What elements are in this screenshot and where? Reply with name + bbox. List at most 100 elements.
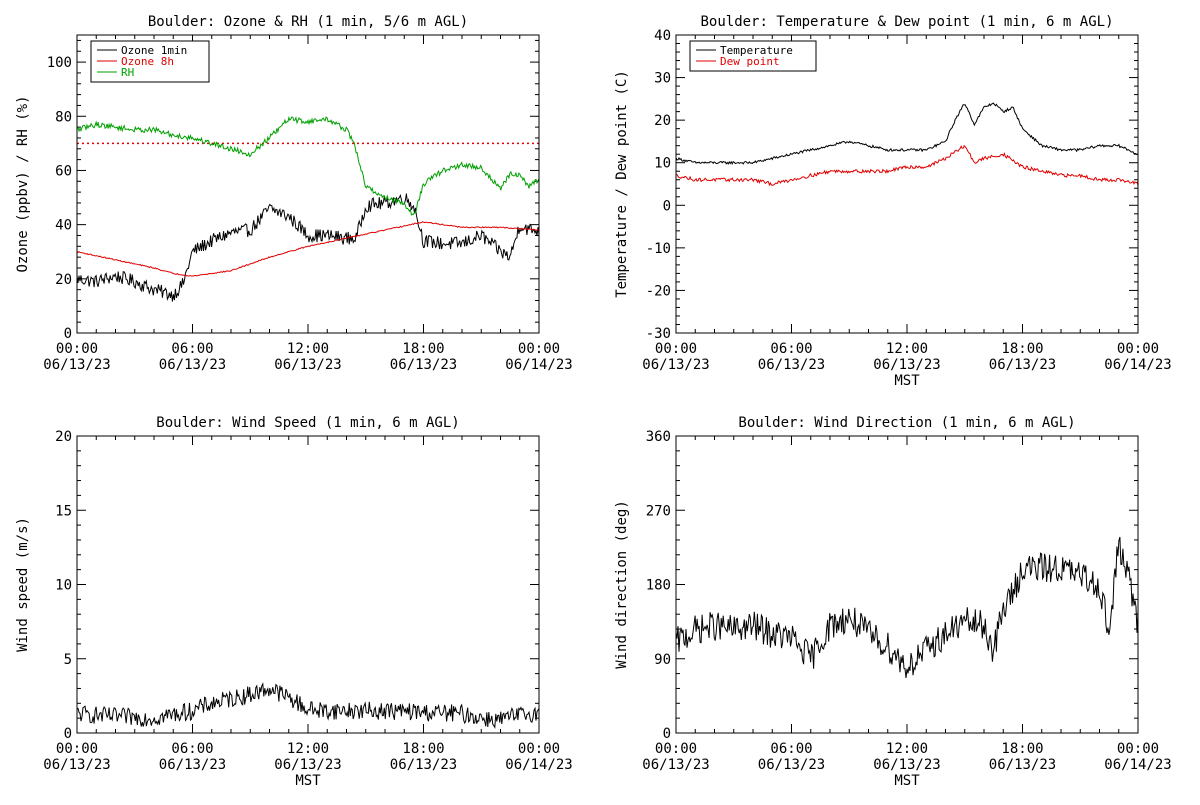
y-tick-label: 100 bbox=[47, 55, 72, 71]
x-tick-label: 06:00 bbox=[171, 341, 213, 357]
x-tick-label: 12:00 bbox=[287, 741, 329, 757]
x-tick-date-label: 06/13/23 bbox=[43, 357, 110, 373]
y-tick-label: 30 bbox=[654, 71, 671, 87]
y-tick-label: 10 bbox=[654, 156, 671, 172]
y-tick-label: -10 bbox=[646, 241, 671, 257]
x-tick-label: 06:00 bbox=[171, 741, 213, 757]
x-tick-label: 12:00 bbox=[287, 341, 329, 357]
y-axis-label: Ozone (ppbv) / RH (%) bbox=[15, 95, 31, 272]
legend-label: Dew point bbox=[720, 55, 780, 68]
x-tick-label: 06:00 bbox=[770, 741, 812, 757]
y-axis-label: Wind direction (deg) bbox=[614, 500, 630, 669]
x-tick-label: 00:00 bbox=[1117, 741, 1159, 757]
series-line-2 bbox=[77, 221, 539, 277]
y-tick-label: -20 bbox=[646, 283, 671, 299]
x-tick-date-label: 06/14/23 bbox=[1104, 757, 1171, 773]
chart-title: Boulder: Temperature & Dew point (1 min,… bbox=[700, 14, 1113, 30]
x-tick-date-label: 06/14/23 bbox=[505, 757, 572, 773]
chart-title: Boulder: Wind Direction (1 min, 6 m AGL) bbox=[738, 415, 1075, 431]
plot-frame bbox=[76, 34, 540, 334]
x-tick-label: 18:00 bbox=[402, 341, 444, 357]
x-tick-label: 00:00 bbox=[1117, 341, 1159, 357]
x-tick-label: 18:00 bbox=[402, 741, 444, 757]
x-tick-date-label: 06/14/23 bbox=[1104, 357, 1171, 373]
x-tick-date-label: 06/13/23 bbox=[873, 357, 940, 373]
x-tick-date-label: 06/13/23 bbox=[390, 357, 457, 373]
x-tick-label: 00:00 bbox=[655, 741, 697, 757]
x-tick-label: 12:00 bbox=[886, 741, 928, 757]
y-tick-label: 0 bbox=[64, 726, 72, 742]
y-tick-label: 0 bbox=[663, 198, 671, 214]
y-tick-label: 15 bbox=[55, 503, 72, 519]
x-tick-label: 12:00 bbox=[886, 341, 928, 357]
x-tick-date-label: 06/13/23 bbox=[390, 757, 457, 773]
x-tick-label: 00:00 bbox=[518, 741, 560, 757]
x-tick-date-label: 06/13/23 bbox=[274, 357, 341, 373]
plot-frame bbox=[76, 435, 540, 734]
y-tick-label: 20 bbox=[55, 429, 72, 445]
x-tick-date-label: 06/13/23 bbox=[274, 757, 341, 773]
x-tick-date-label: 06/13/23 bbox=[642, 757, 709, 773]
x-tick-label: 00:00 bbox=[56, 341, 98, 357]
y-axis-label: Temperature / Dew point (C) bbox=[614, 70, 630, 298]
x-axis-label: MST bbox=[894, 373, 920, 389]
y-tick-label: 0 bbox=[64, 326, 72, 342]
plot-area bbox=[77, 115, 539, 302]
series-line-3 bbox=[77, 115, 539, 216]
y-tick-label: 20 bbox=[55, 272, 72, 288]
plot-area bbox=[676, 102, 1138, 187]
y-tick-label: 10 bbox=[55, 578, 72, 594]
chart-panel-2: Boulder: Temperature & Dew point (1 min,… bbox=[614, 14, 1172, 389]
plot-frame bbox=[675, 34, 1139, 334]
x-tick-label: 18:00 bbox=[1001, 341, 1043, 357]
series-line-2 bbox=[676, 144, 1138, 187]
legend-label: Ozone 8h bbox=[121, 55, 174, 68]
x-tick-date-label: 06/13/23 bbox=[758, 757, 825, 773]
x-tick-date-label: 06/13/23 bbox=[989, 357, 1056, 373]
legend-label: Temperature bbox=[720, 44, 793, 57]
y-tick-label: 80 bbox=[55, 109, 72, 125]
plot-area bbox=[77, 682, 539, 730]
y-tick-label: 90 bbox=[654, 652, 671, 668]
series-line-1 bbox=[77, 193, 539, 302]
x-tick-label: 00:00 bbox=[56, 741, 98, 757]
y-tick-label: 5 bbox=[64, 652, 72, 668]
y-tick-label: 360 bbox=[646, 429, 671, 445]
y-tick-label: 270 bbox=[646, 503, 671, 519]
plot-area bbox=[676, 536, 1138, 678]
x-tick-label: 00:00 bbox=[518, 341, 560, 357]
y-tick-label: 60 bbox=[55, 163, 72, 179]
x-tick-label: 18:00 bbox=[1001, 741, 1043, 757]
x-tick-date-label: 06/13/23 bbox=[159, 757, 226, 773]
y-axis-label: Wind speed (m/s) bbox=[15, 517, 31, 652]
x-axis-label: MST bbox=[295, 773, 321, 789]
x-tick-date-label: 06/13/23 bbox=[43, 757, 110, 773]
chart-title: Boulder: Ozone & RH (1 min, 5/6 m AGL) bbox=[148, 14, 468, 30]
y-tick-label: 40 bbox=[55, 218, 72, 234]
y-tick-label: 180 bbox=[646, 578, 671, 594]
y-tick-label: 40 bbox=[654, 28, 671, 44]
x-tick-label: 06:00 bbox=[770, 341, 812, 357]
y-tick-label: 0 bbox=[663, 726, 671, 742]
x-tick-date-label: 06/13/23 bbox=[159, 357, 226, 373]
series-line-1 bbox=[77, 682, 539, 730]
x-axis-label: MST bbox=[894, 773, 920, 789]
x-tick-date-label: 06/13/23 bbox=[758, 357, 825, 373]
chart-panel-4: Boulder: Wind Direction (1 min, 6 m AGL)… bbox=[614, 415, 1172, 789]
series-line-1 bbox=[676, 536, 1138, 678]
y-tick-label: 20 bbox=[654, 113, 671, 129]
legend-label: RH bbox=[121, 66, 134, 79]
legend-box bbox=[689, 40, 817, 72]
chart-title: Boulder: Wind Speed (1 min, 6 m AGL) bbox=[156, 415, 459, 431]
chart-panel-3: Boulder: Wind Speed (1 min, 6 m AGL) Wind… bbox=[15, 415, 573, 789]
x-tick-date-label: 06/13/23 bbox=[873, 757, 940, 773]
x-tick-date-label: 06/13/23 bbox=[642, 357, 709, 373]
y-tick-label: -30 bbox=[646, 326, 671, 342]
x-tick-date-label: 06/13/23 bbox=[989, 757, 1056, 773]
series-line-1 bbox=[676, 102, 1138, 165]
plot-frame bbox=[675, 435, 1139, 734]
